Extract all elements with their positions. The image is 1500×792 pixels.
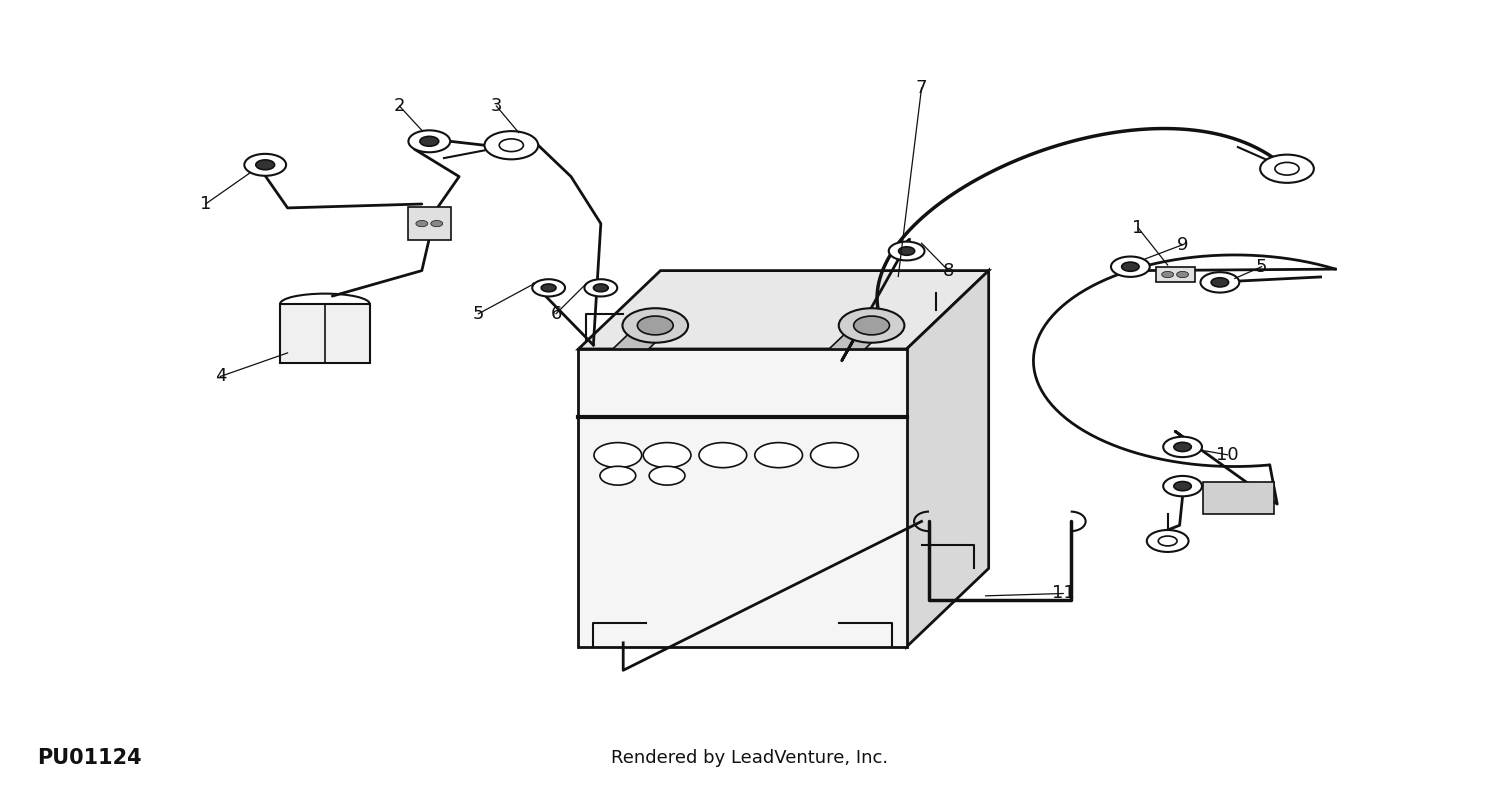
Circle shape bbox=[1200, 272, 1239, 292]
Circle shape bbox=[898, 247, 915, 255]
Text: 11: 11 bbox=[1052, 584, 1074, 603]
Text: 7: 7 bbox=[916, 79, 927, 97]
Circle shape bbox=[1148, 530, 1188, 552]
Circle shape bbox=[1162, 476, 1202, 497]
Circle shape bbox=[888, 242, 924, 261]
Circle shape bbox=[1275, 162, 1299, 175]
Text: 1: 1 bbox=[1132, 219, 1143, 237]
Circle shape bbox=[1210, 278, 1228, 287]
Polygon shape bbox=[579, 271, 988, 349]
Text: Rendered by LeadVenture, Inc.: Rendered by LeadVenture, Inc. bbox=[612, 749, 888, 767]
Circle shape bbox=[644, 443, 692, 468]
Circle shape bbox=[810, 443, 858, 468]
Circle shape bbox=[839, 308, 904, 343]
Circle shape bbox=[1158, 536, 1178, 546]
Text: 2: 2 bbox=[393, 97, 405, 115]
Bar bbox=[579, 349, 906, 647]
Circle shape bbox=[532, 280, 566, 296]
Text: 4: 4 bbox=[214, 367, 226, 386]
FancyBboxPatch shape bbox=[1155, 267, 1194, 283]
Circle shape bbox=[853, 316, 889, 335]
Circle shape bbox=[594, 443, 642, 468]
Circle shape bbox=[420, 136, 438, 147]
Circle shape bbox=[408, 131, 450, 152]
Circle shape bbox=[754, 443, 802, 468]
Text: 9: 9 bbox=[1178, 236, 1188, 253]
Circle shape bbox=[1161, 272, 1173, 278]
Circle shape bbox=[1174, 482, 1191, 491]
Circle shape bbox=[650, 466, 686, 485]
Circle shape bbox=[244, 154, 286, 176]
Circle shape bbox=[600, 466, 636, 485]
FancyBboxPatch shape bbox=[1203, 482, 1274, 513]
Circle shape bbox=[1122, 262, 1138, 272]
Text: 5: 5 bbox=[472, 305, 484, 322]
Circle shape bbox=[1260, 154, 1314, 183]
Circle shape bbox=[1112, 257, 1150, 277]
Text: PU01124: PU01124 bbox=[38, 748, 141, 768]
Circle shape bbox=[622, 308, 688, 343]
Text: LEADVENTURE: LEADVENTURE bbox=[606, 455, 894, 493]
Text: 8: 8 bbox=[942, 261, 954, 280]
Polygon shape bbox=[830, 326, 890, 349]
Circle shape bbox=[1176, 272, 1188, 278]
Text: 10: 10 bbox=[1216, 446, 1239, 464]
Text: 5: 5 bbox=[1256, 257, 1268, 276]
Circle shape bbox=[430, 220, 442, 227]
Circle shape bbox=[256, 160, 274, 169]
Circle shape bbox=[638, 316, 674, 335]
Text: 1: 1 bbox=[200, 195, 211, 213]
Circle shape bbox=[594, 284, 608, 291]
Polygon shape bbox=[906, 271, 989, 647]
FancyBboxPatch shape bbox=[408, 208, 452, 240]
Circle shape bbox=[542, 284, 556, 291]
Text: 3: 3 bbox=[490, 97, 502, 115]
Bar bbox=[280, 304, 369, 363]
Text: 6: 6 bbox=[550, 305, 562, 322]
Circle shape bbox=[500, 139, 523, 151]
Circle shape bbox=[484, 131, 538, 159]
Circle shape bbox=[1174, 443, 1191, 451]
Polygon shape bbox=[614, 326, 674, 349]
Circle shape bbox=[416, 220, 428, 227]
Circle shape bbox=[585, 280, 616, 296]
Circle shape bbox=[1162, 436, 1202, 457]
Circle shape bbox=[699, 443, 747, 468]
